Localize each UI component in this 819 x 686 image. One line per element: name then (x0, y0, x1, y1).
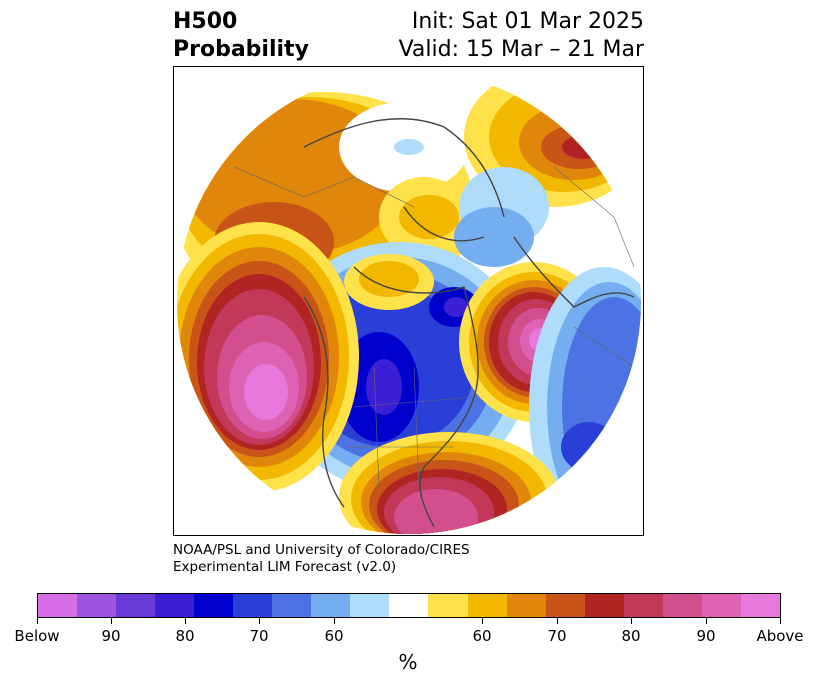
colorbar-swatch (506, 594, 546, 617)
valid-range: Valid: 15 Mar – 21 Mar (398, 37, 644, 62)
colorbar-tick (557, 618, 558, 624)
polar-map[interactable] (173, 66, 644, 536)
anomaly-canada-warm (344, 254, 434, 310)
colorbar-swatch (467, 594, 507, 617)
colorbar-swatch (233, 594, 273, 617)
colorbar-tick (185, 618, 186, 624)
colorbar-tick (111, 618, 112, 624)
colorbar-tick-label: Below (14, 627, 60, 645)
colorbar (37, 593, 781, 618)
colorbar-swatch (428, 594, 468, 617)
credit-text: NOAA/PSL and University of Colorado/CIRE… (173, 542, 470, 576)
borders (233, 166, 635, 488)
colorbar-tick-label: 60 (324, 627, 344, 645)
field-label: Probability (173, 37, 309, 62)
colorbar-swatch (194, 594, 234, 617)
colorbar-tick-label: 70 (547, 627, 567, 645)
colorbar-tick (259, 618, 260, 624)
coastlines (303, 118, 635, 528)
colorbar-swatch (311, 594, 351, 617)
anomaly-arctic-blue (454, 167, 549, 267)
colorbar-swatch (740, 594, 780, 617)
credit-line-2: Experimental LIM Forecast (v2.0) (173, 559, 397, 575)
colorbar-tick-label: Above (756, 627, 804, 645)
init-date: Init: Sat 01 Mar 2025 (411, 9, 644, 34)
colorbar-tick-label: 90 (101, 627, 121, 645)
colorbar-tick-label: 80 (175, 627, 195, 645)
colorbar-swatch (350, 594, 390, 617)
colorbar-swatch (545, 594, 585, 617)
map-title: H500 Probability (173, 8, 309, 64)
colorbar-swatch (38, 594, 78, 617)
colorbar-swatch (584, 594, 624, 617)
colorbar-tick (631, 618, 632, 624)
colorbar-swatch (389, 594, 429, 617)
date-info: Init: Sat 01 Mar 2025 Valid: 15 Mar – 21… (399, 8, 644, 64)
colorbar-tick-label: 70 (249, 627, 269, 645)
colorbar-tick-label: 90 (696, 627, 716, 645)
colorbar-swatch (701, 594, 741, 617)
colorbar-tick (780, 618, 781, 624)
colorbar-swatch (272, 594, 312, 617)
colorbar-swatch (623, 594, 663, 617)
colorbar-tick (334, 618, 335, 624)
colorbar-swatch (155, 594, 195, 617)
colorbar-tick (37, 618, 38, 624)
credit-line-1: NOAA/PSL and University of Colorado/CIRE… (173, 542, 470, 558)
colorbar-tick (706, 618, 707, 624)
colorbar-tick-label: 80 (621, 627, 641, 645)
colorbar-swatch (116, 594, 156, 617)
colorbar-swatch (662, 594, 702, 617)
variable-label: H500 (173, 9, 238, 34)
colorbar-unit: % (398, 650, 418, 674)
colorbar-tick-label: 60 (472, 627, 492, 645)
colorbar-swatch (77, 594, 117, 617)
colorbar-tick (482, 618, 483, 624)
